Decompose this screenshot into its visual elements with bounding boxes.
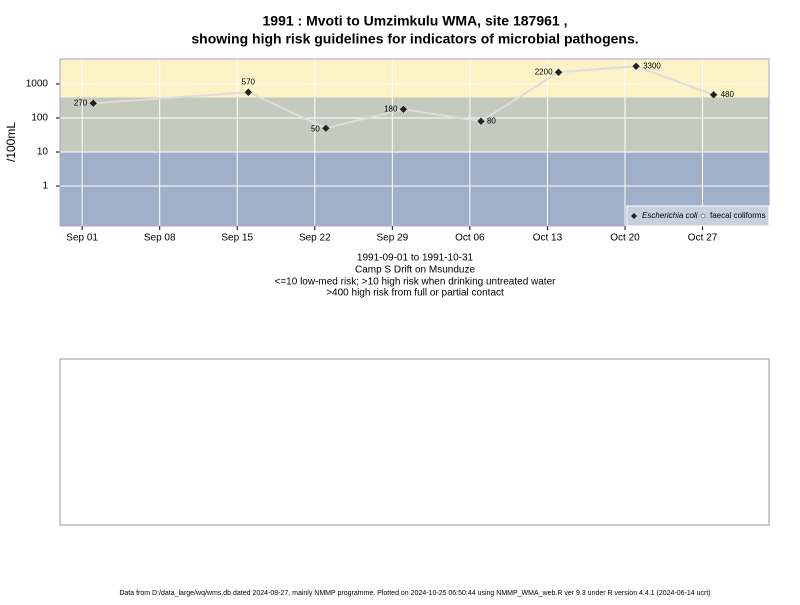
- x-tick-label: Oct 13: [533, 233, 563, 244]
- data-label: 180: [384, 104, 398, 113]
- footer: Data from D:/data_large/wq/wms.db dated …: [119, 590, 710, 597]
- legend-box: [626, 205, 770, 227]
- note: Camp S Drift on Msunduze: [355, 265, 475, 276]
- data-point: [709, 90, 718, 100]
- data-point: [631, 61, 641, 71]
- data-label: 2200: [535, 67, 553, 76]
- risk-band: [60, 97, 769, 153]
- plot-frame: [59, 58, 770, 227]
- series-line: [93, 65, 714, 130]
- y-tick-label: 100: [31, 113, 48, 124]
- chart-title: 1991 : Mvoti to Umzimkulu WMA, site 1879…: [263, 13, 568, 29]
- legend-label: Escherichia coli: [642, 211, 698, 220]
- data-point: [243, 87, 253, 97]
- data-label: 3300: [643, 61, 661, 70]
- y-tick-label: 10: [37, 147, 49, 158]
- x-tick-label: Sep 15: [221, 233, 253, 244]
- y-axis-label: /100mL: [4, 122, 18, 162]
- y-tick-label: 1: [42, 181, 48, 192]
- legend-symbol: [700, 213, 706, 219]
- data-label: 80: [487, 116, 496, 125]
- x-tick-label: Sep 29: [376, 233, 408, 244]
- note: <=10 low-med risk; >10 high risk when dr…: [275, 277, 557, 288]
- data-point: [554, 67, 563, 77]
- x-tick-label: Oct 20: [610, 233, 640, 244]
- x-tick-label: Oct 06: [455, 233, 485, 244]
- legend-symbol: [631, 213, 637, 219]
- data-point: [88, 98, 98, 108]
- data-point: [476, 116, 486, 126]
- x-tick-label: Sep 22: [299, 233, 331, 244]
- data-label: 480: [721, 90, 735, 99]
- data-label: 570: [242, 77, 256, 86]
- x-tick-label: Sep 08: [144, 233, 176, 244]
- note: >400 high risk from full or partial cont…: [326, 288, 504, 299]
- data-label: 50: [311, 124, 320, 133]
- empty-panel: [59, 358, 770, 526]
- y-tick-label: 1000: [26, 79, 49, 90]
- data-point: [399, 104, 408, 114]
- data-label: 270: [74, 98, 88, 107]
- x-tick-label: Sep 01: [66, 233, 98, 244]
- legend-label: faecal coliforms: [710, 211, 766, 220]
- x-tick-label: Oct 27: [688, 233, 718, 244]
- risk-band: [60, 59, 769, 98]
- note: 1991-09-01 to 1991-10-31: [357, 253, 474, 264]
- data-point: [321, 123, 331, 133]
- chart-subtitle: showing high risk guidelines for indicat…: [191, 31, 638, 47]
